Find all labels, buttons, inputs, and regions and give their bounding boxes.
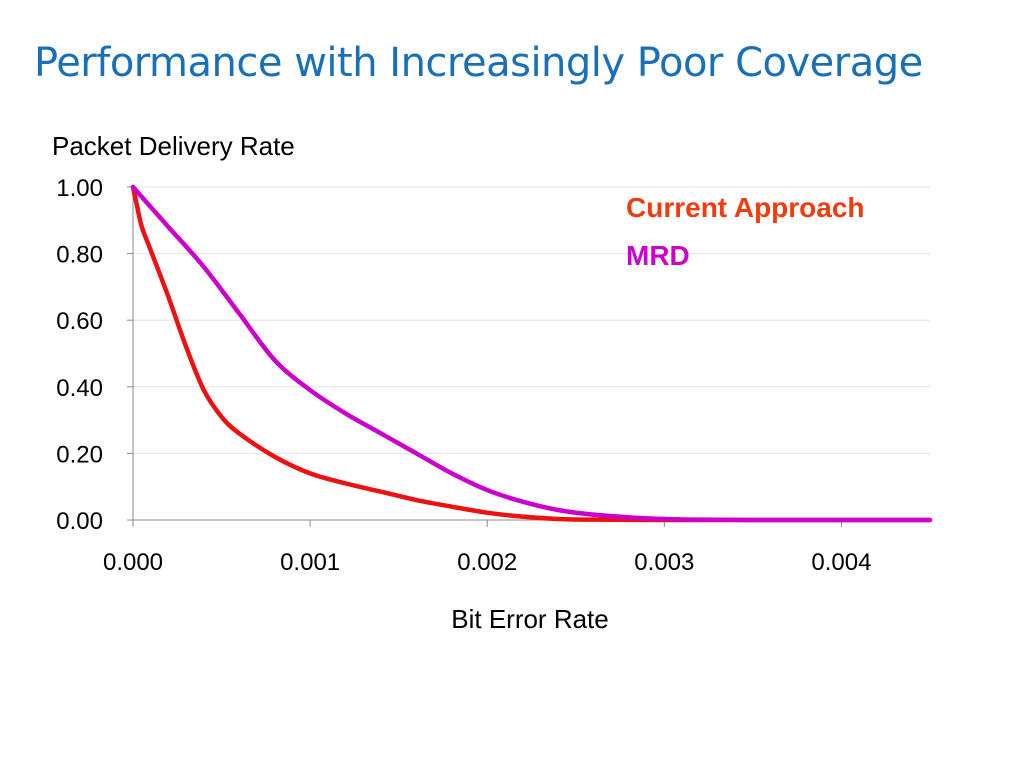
series-line-current-approach — [130, 184, 933, 523]
x-tick-label: 0.002 — [457, 549, 517, 576]
x-tick-label: 0.001 — [280, 549, 340, 576]
y-tick-label: 1.00 — [56, 175, 103, 202]
y-tick-label: 0.60 — [56, 308, 103, 335]
y-tick-label: 0.00 — [56, 508, 103, 535]
x-tick-label: 0.003 — [634, 549, 694, 576]
y-tick-label: 0.80 — [56, 242, 103, 269]
series-line-mrd — [130, 184, 933, 523]
legend: Current Approach MRD — [626, 192, 865, 271]
y-tick-label: 0.20 — [56, 441, 103, 468]
legend-label-mrd: MRD — [626, 240, 690, 271]
series-lines — [130, 184, 933, 523]
legend-label-current-approach: Current Approach — [626, 192, 865, 223]
y-axis-title: Packet Delivery Rate — [52, 131, 295, 161]
slide-title: Performance with Increasingly Poor Cover… — [34, 40, 923, 86]
gridlines — [133, 186, 930, 454]
x-tick-label: 0.004 — [811, 549, 871, 576]
axes: 0.00 0.20 0.40 0.60 0.80 1.00 0.000 0.001 0.002 0… — [56, 175, 930, 576]
x-axis-title: Bit Error Rate — [451, 604, 609, 634]
y-tick-label: 0.40 — [56, 375, 103, 402]
x-tick-label: 0.000 — [103, 549, 163, 576]
